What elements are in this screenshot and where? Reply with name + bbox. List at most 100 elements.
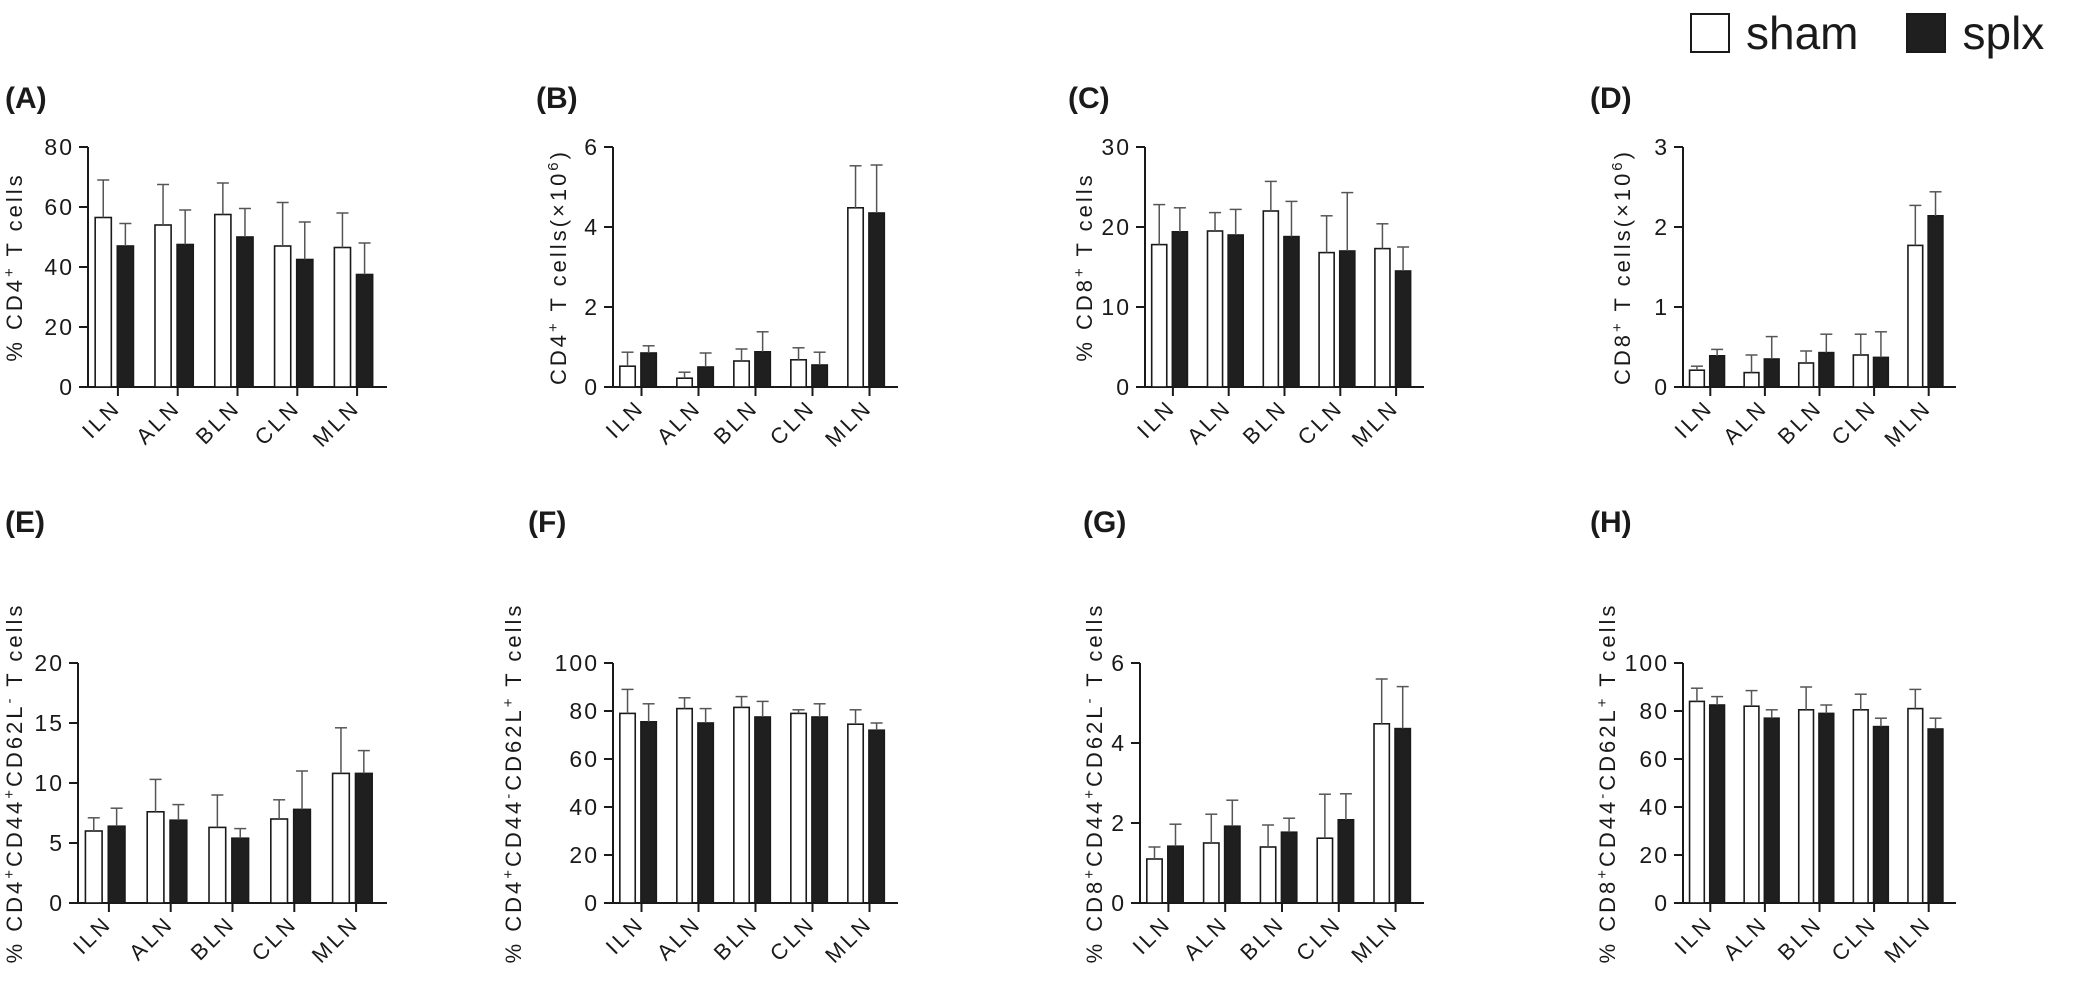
bar-sham xyxy=(733,706,751,904)
bar-sham xyxy=(1206,230,1224,388)
x-tick-label: MLN xyxy=(307,911,364,968)
x-tick-label: ALN xyxy=(652,395,706,449)
bar-splx xyxy=(754,716,772,904)
bar-splx xyxy=(1283,235,1300,388)
y-tick-label: 20 xyxy=(34,650,64,676)
y-tick-label: 1 xyxy=(1654,294,1669,320)
y-tick-label: 0 xyxy=(1116,374,1131,400)
x-tick-label: BLN xyxy=(1773,395,1827,449)
y-axis-label: % CD4+ T cells xyxy=(1,172,28,361)
bar-splx xyxy=(697,366,715,388)
x-tick-label: ALN xyxy=(1182,395,1236,449)
bar-sham xyxy=(273,245,292,388)
x-tick-label: CLN xyxy=(250,395,305,450)
x-tick-label: ILN xyxy=(1128,911,1176,959)
y-tick-label: 0 xyxy=(584,374,599,400)
bar-sham xyxy=(1202,842,1220,904)
y-tick-label: 2 xyxy=(584,294,599,320)
bar-splx xyxy=(107,825,126,904)
x-tick-label: BLN xyxy=(709,911,763,965)
bar-sham xyxy=(790,358,808,388)
bar-sham xyxy=(213,213,232,388)
legend-item-sham: sham xyxy=(1690,6,1858,60)
bar-splx xyxy=(1280,831,1298,904)
y-tick-label: 4 xyxy=(1111,730,1126,756)
legend-label-splx: splx xyxy=(1962,7,2045,59)
x-tick-label: BLN xyxy=(191,395,245,449)
y-tick-label: 40 xyxy=(569,794,599,820)
bar-splx xyxy=(355,273,374,388)
bar-splx xyxy=(1394,727,1412,904)
bar-sham xyxy=(1259,846,1277,904)
bar-sham xyxy=(1852,354,1869,388)
bar-sham xyxy=(847,207,865,388)
legend: sham splx xyxy=(1690,6,2044,60)
y-tick-label: 100 xyxy=(1625,650,1669,676)
y-tick-label: 0 xyxy=(59,374,74,400)
bar-sham xyxy=(1146,858,1163,904)
x-tick-label: ILN xyxy=(1132,395,1180,443)
x-tick-label: BLN xyxy=(1235,911,1289,965)
bar-splx xyxy=(1338,250,1356,388)
bar-sham xyxy=(1688,700,1706,904)
y-tick-label: 0 xyxy=(584,890,599,916)
panel-label: (C) xyxy=(1068,82,1110,115)
chart-panel: (A) 0 20 40 60 80 % CD4+ T cells ILN ALN BLN CLN ML… xyxy=(1,82,387,452)
y-tick-label: 80 xyxy=(1639,698,1669,724)
x-tick-label: ILN xyxy=(1670,395,1718,443)
bar-splx xyxy=(1872,725,1890,904)
bar-sham xyxy=(84,830,103,904)
bar-splx xyxy=(292,808,312,904)
y-tick-label: 60 xyxy=(569,746,599,772)
bar-sham xyxy=(676,707,694,904)
y-tick-label: 40 xyxy=(1639,794,1669,820)
y-tick-label: 20 xyxy=(569,842,599,868)
bar-sham xyxy=(146,810,165,904)
x-tick-label: ILN xyxy=(68,911,116,959)
panel-label: (A) xyxy=(5,82,47,115)
y-tick-label: 3 xyxy=(1654,134,1669,160)
y-axis-label: % CD4+CD44+CD62L- T cells xyxy=(1,603,28,964)
bar-sham xyxy=(676,377,694,388)
y-tick-label: 0 xyxy=(1654,374,1669,400)
chart-panel: (H) 0 20 40 60 80 100% CD8+CD44-CD62L+ T cells… xyxy=(1590,506,1956,968)
bar-sham xyxy=(154,224,172,388)
y-axis-label: % CD8+CD44+CD62L- T cells xyxy=(1081,603,1108,964)
bar-sham xyxy=(1262,210,1280,388)
bar-sham xyxy=(790,712,808,904)
bar-sham xyxy=(1316,837,1334,904)
bar-splx xyxy=(868,729,886,904)
y-axis-label: CD8+ T cells(×106) xyxy=(1609,149,1636,385)
bar-splx xyxy=(295,258,314,388)
bar-sham xyxy=(619,712,637,904)
y-tick-label: 10 xyxy=(34,770,64,796)
y-tick-label: 2 xyxy=(1111,810,1126,836)
y-tick-label: 6 xyxy=(1111,650,1126,676)
bar-splx xyxy=(640,352,658,388)
legend-item-splx: splx xyxy=(1906,6,2044,60)
x-tick-label: ALN xyxy=(1718,395,1772,449)
y-tick-label: 4 xyxy=(584,214,599,240)
x-tick-label: ALN xyxy=(1718,911,1772,965)
x-tick-label: CLN xyxy=(765,911,820,966)
bar-splx xyxy=(236,236,254,388)
bar-splx xyxy=(231,837,250,904)
bar-sham xyxy=(847,723,865,904)
bar-splx xyxy=(1872,356,1890,388)
legend-label-sham: sham xyxy=(1746,7,1859,59)
x-tick-label: ALN xyxy=(131,395,185,449)
bar-splx xyxy=(811,716,829,904)
bar-splx xyxy=(1927,728,1944,904)
bar-splx xyxy=(868,212,886,388)
x-tick-label: CLN xyxy=(247,911,302,966)
y-tick-label: 6 xyxy=(584,134,599,160)
bar-sham xyxy=(208,826,227,904)
x-tick-label: ALN xyxy=(1178,911,1232,965)
bar-splx xyxy=(1763,358,1780,388)
y-tick-label: 0 xyxy=(49,890,64,916)
y-tick-label: 30 xyxy=(1101,134,1131,160)
bar-sham xyxy=(1852,708,1869,904)
bar-splx xyxy=(1763,717,1780,904)
bar-sham xyxy=(1797,708,1815,904)
